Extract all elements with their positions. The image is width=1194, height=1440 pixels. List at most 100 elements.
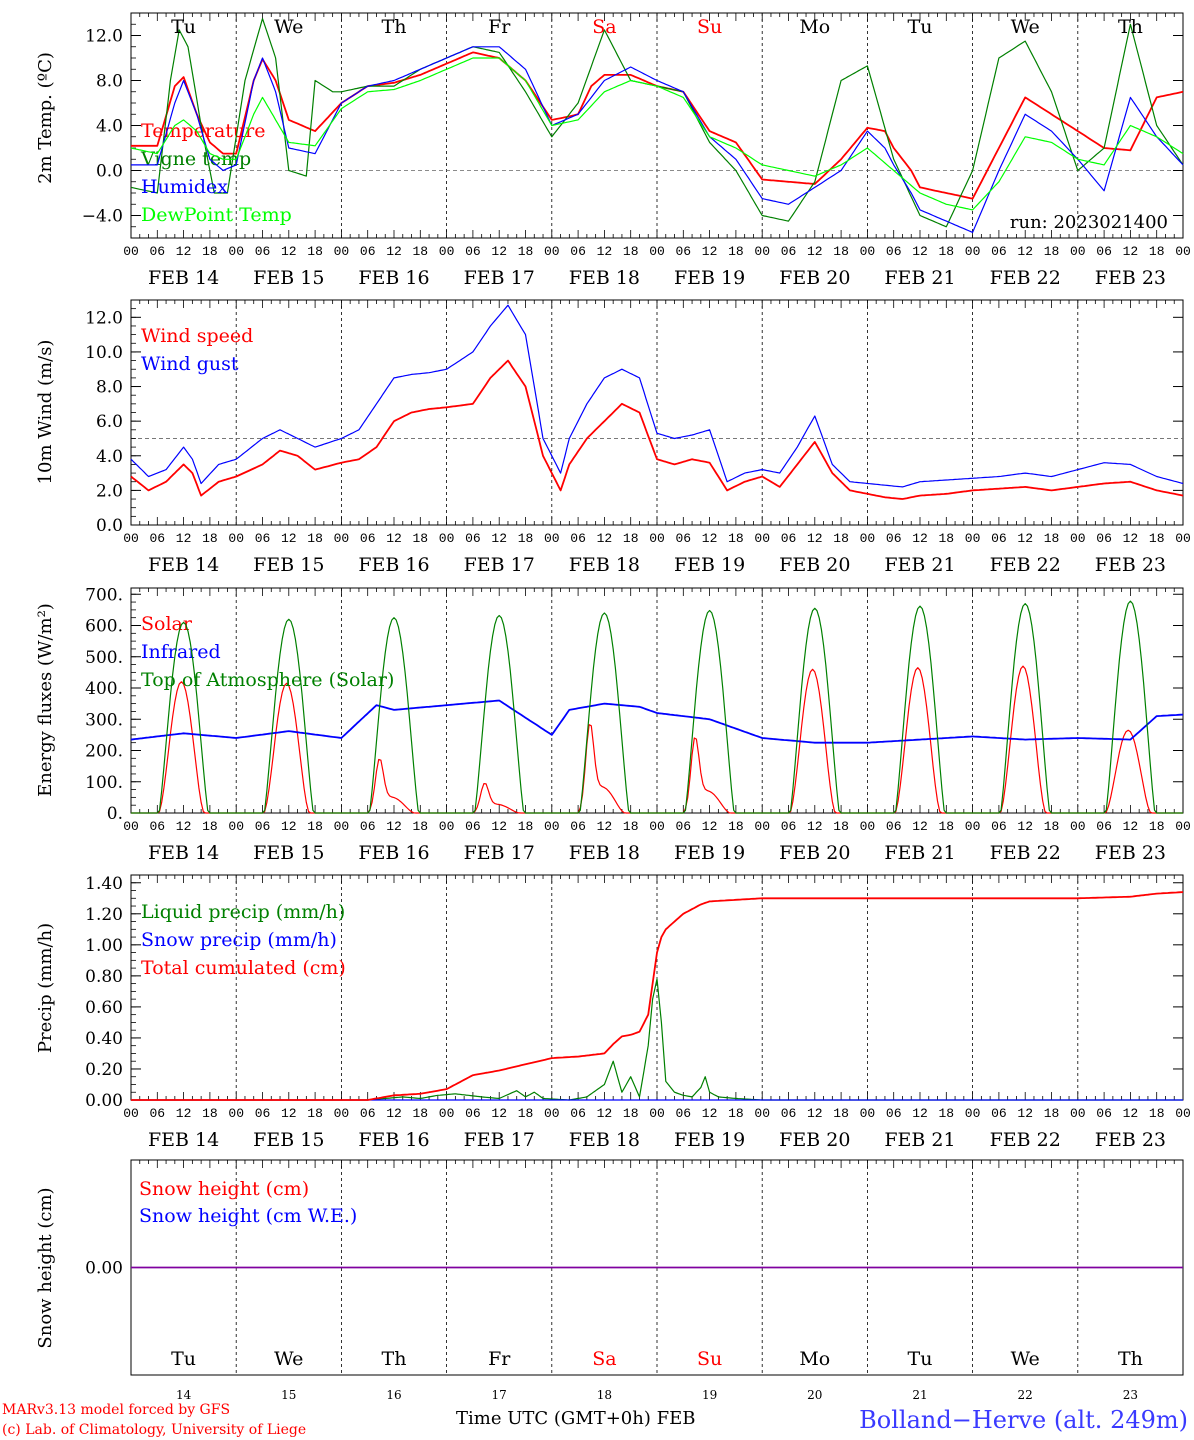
y-tick-label: 6.0	[96, 412, 123, 432]
day-number: 16	[386, 1388, 401, 1402]
x-hour-label: 00	[649, 244, 665, 259]
x-hour-label: 06	[465, 531, 481, 546]
x-hour-label: 18	[938, 1106, 954, 1121]
x-hour-label: 18	[938, 244, 954, 259]
series-line	[130, 57, 1184, 211]
day-name-bottom: Th	[1118, 1348, 1143, 1370]
day-name-bottom: Fr	[488, 1348, 511, 1370]
x-hour-label: 06	[465, 244, 481, 259]
day-name-bottom: Mo	[799, 1348, 830, 1370]
y-tick-label: 2.0	[96, 481, 123, 501]
legend-entry: Wind gust	[141, 353, 239, 375]
x-hour-label: 12	[176, 819, 192, 834]
x-date-label: FEB 15	[253, 554, 324, 576]
day-number: 22	[1018, 1388, 1033, 1402]
legend-entry: Wind speed	[141, 325, 253, 347]
y-tick-label: 12.0	[85, 308, 123, 328]
x-date-label: FEB 20	[779, 842, 850, 864]
x-hour-label: 12	[807, 1106, 823, 1121]
x-date-label: FEB 23	[1095, 554, 1166, 576]
x-hour-label: 12	[702, 819, 718, 834]
x-hour-label: 00	[334, 531, 350, 546]
x-hour-label: 00	[439, 1106, 455, 1121]
x-hour-label: 18	[1149, 819, 1165, 834]
x-hour-label: 00	[1070, 244, 1086, 259]
x-date-label: FEB 15	[253, 842, 324, 864]
day-number: 17	[492, 1388, 507, 1402]
day-name-top: Fr	[488, 16, 511, 38]
y-tick-label: −4.0	[82, 207, 123, 227]
x-hour-label: 18	[1044, 1106, 1060, 1121]
x-hour-label: 06	[886, 1106, 902, 1121]
time-axis-label: Time UTC (GMT+0h) FEB	[456, 1408, 695, 1429]
x-hour-label: 12	[702, 1106, 718, 1121]
x-date-label: FEB 22	[990, 554, 1061, 576]
legend-entry: Total cumulated (cm)	[141, 957, 346, 979]
series-line	[131, 600, 1183, 814]
x-date-label: FEB 20	[779, 1129, 850, 1151]
day-number: 14	[176, 1388, 192, 1402]
x-date-label: FEB 17	[464, 554, 535, 576]
x-hour-label: 12	[1123, 1106, 1139, 1121]
x-hour-label: 00	[649, 1106, 665, 1121]
x-date-label: FEB 19	[674, 842, 745, 864]
x-hour-label: 18	[1149, 244, 1165, 259]
x-date-label: FEB 21	[884, 267, 955, 289]
x-hour-label: 12	[386, 531, 402, 546]
x-hour-label: 18	[728, 819, 744, 834]
y-tick-label: 0.20	[85, 1060, 123, 1080]
x-hour-label: 06	[781, 819, 797, 834]
x-date-label: FEB 22	[990, 842, 1061, 864]
x-hour-label: 00	[965, 819, 981, 834]
y-tick-label: 1.20	[85, 905, 123, 925]
x-hour-label: 12	[491, 531, 507, 546]
x-hour-label: 06	[570, 531, 586, 546]
x-hour-label: 06	[149, 244, 165, 259]
x-date-label: FEB 14	[148, 554, 219, 576]
y-tick-label: 0.00	[85, 1091, 123, 1111]
legend-entry: DewPoint Temp	[141, 204, 292, 226]
x-hour-label: 18	[623, 244, 639, 259]
x-hour-label: 12	[702, 531, 718, 546]
legend-entry: Vigne temp	[140, 148, 251, 170]
plot-frame	[130, 299, 1184, 526]
x-date-label: FEB 21	[884, 554, 955, 576]
x-hour-label: 12	[807, 819, 823, 834]
x-hour-label: 00	[228, 819, 244, 834]
x-hour-label: 18	[202, 244, 218, 259]
x-hour-label: 06	[781, 244, 797, 259]
x-hour-label: 00	[1070, 1106, 1086, 1121]
x-date-label: FEB 23	[1095, 842, 1166, 864]
x-hour-label: 06	[781, 1106, 797, 1121]
day-number: 23	[1123, 1388, 1138, 1402]
x-hour-label: 12	[1017, 1106, 1033, 1121]
x-hour-label: 12	[1017, 244, 1033, 259]
x-hour-label: 00	[334, 1106, 350, 1121]
x-hour-label: 00	[228, 531, 244, 546]
y-axis-title: Precip (mm/h)	[35, 923, 56, 1053]
x-hour-label: 18	[1044, 531, 1060, 546]
x-hour-label: 06	[255, 1106, 271, 1121]
credit-line-1: MARv3.13 model forced by GFS	[2, 1402, 230, 1418]
x-date-label: FEB 20	[779, 267, 850, 289]
x-hour-label: 00	[1175, 1106, 1191, 1121]
x-date-label: FEB 19	[674, 554, 745, 576]
x-hour-label: 00	[860, 244, 876, 259]
day-name-bottom: We	[1011, 1348, 1040, 1370]
x-hour-label: 12	[281, 531, 297, 546]
x-hour-label: 06	[1096, 531, 1112, 546]
x-hour-label: 12	[1123, 819, 1139, 834]
y-tick-label: 100.	[85, 773, 123, 793]
x-hour-label: 12	[1123, 531, 1139, 546]
series-line	[131, 891, 1184, 1101]
plot-frame	[130, 587, 1184, 814]
x-hour-label: 12	[912, 1106, 928, 1121]
y-axis-title: Energy fluxes (W/m²)	[35, 603, 56, 797]
x-date-label: FEB 17	[464, 267, 535, 289]
day-name-bottom: Th	[382, 1348, 407, 1370]
y-tick-label: 0.80	[85, 967, 123, 987]
x-hour-label: 06	[886, 531, 902, 546]
x-hour-label: 06	[886, 244, 902, 259]
x-hour-label: 18	[833, 1106, 849, 1121]
